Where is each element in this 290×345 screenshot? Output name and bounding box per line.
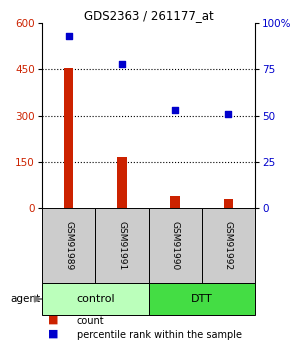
Bar [170,196,180,208]
Point [66,33,71,39]
Bar [148,208,202,283]
Bar [202,208,255,283]
Text: GSM91991: GSM91991 [117,221,126,270]
Text: control: control [76,294,115,304]
Bar [64,68,73,208]
Text: percentile rank within the sample: percentile rank within the sample [77,330,242,340]
Bar [117,157,127,208]
Text: count: count [77,316,104,326]
Title: GDS2363 / 261177_at: GDS2363 / 261177_at [84,9,213,22]
Bar [42,283,148,315]
Text: ■: ■ [48,328,58,338]
Point [173,107,177,113]
Text: GSM91989: GSM91989 [64,221,73,270]
Text: ■: ■ [48,314,58,324]
Text: DTT: DTT [191,294,213,304]
Bar [148,283,255,315]
Bar [224,199,233,208]
Text: GSM91992: GSM91992 [224,221,233,270]
Point [226,111,231,116]
Text: GSM91990: GSM91990 [171,221,180,270]
Text: agent: agent [11,294,41,304]
Bar [42,208,95,283]
Point [119,61,124,67]
Bar [95,208,148,283]
